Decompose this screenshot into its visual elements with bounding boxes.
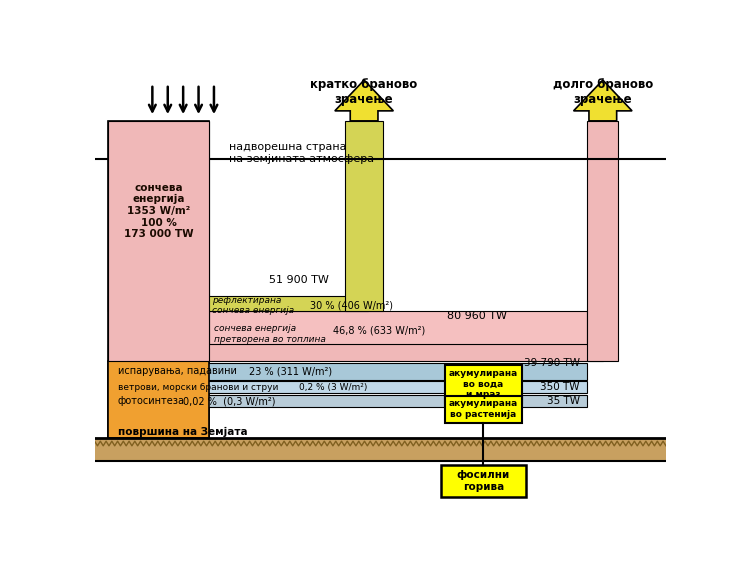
Bar [445,396,522,423]
Bar [445,365,522,404]
Text: акумулирана
во растенија: акумулирана во растенија [449,399,518,419]
Text: долго браново
зрачење: долго браново зрачење [553,78,653,106]
Text: 0,2 % (3 W/m²): 0,2 % (3 W/m²) [298,383,367,392]
Text: 23 % (311 W/m²): 23 % (311 W/m²) [249,366,332,376]
Text: акумулирана
во вода
и мраз: акумулирана во вода и мраз [449,369,518,399]
Text: кратко браново
зрачење: кратко браново зрачење [310,78,418,106]
Text: сончева
енергија
1353 W/m²
100 %
173 000 TW: сончева енергија 1353 W/m² 100 % 173 000… [124,183,194,239]
Text: 46,8 % (633 W/m²): 46,8 % (633 W/m²) [333,325,426,335]
Text: 35 TW: 35 TW [547,396,580,406]
Bar [108,361,209,438]
Text: 51 900 TW: 51 900 TW [269,275,329,286]
Polygon shape [574,80,632,121]
Bar [108,121,209,311]
Text: површина на Земјата: површина на Земјата [118,427,247,437]
Polygon shape [335,80,393,121]
Bar [588,121,618,361]
Bar [345,121,384,311]
Text: ветрови, морски бранови и струи: ветрови, морски бранови и струи [118,383,278,392]
Text: надворешна страна
на земјината атмосфера: надворешна страна на земјината атмосфера [229,142,375,164]
Text: фотосинтеза: фотосинтеза [118,396,185,406]
Bar [108,121,209,361]
Text: 30 % (406 W/m²): 30 % (406 W/m²) [310,301,393,311]
Text: 0,02 %  (0,3 W/m²): 0,02 % (0,3 W/m²) [183,396,276,406]
Bar [108,296,368,311]
Bar [108,381,588,393]
Text: фосилни
горива: фосилни горива [457,471,510,492]
Text: 80 960 TW: 80 960 TW [447,311,507,321]
Text: 350 TW: 350 TW [540,381,580,392]
Bar [108,344,603,361]
Text: рефлектирана
сончева енергија: рефлектирана сончева енергија [212,296,295,315]
Bar [108,363,588,380]
Bar [441,465,526,497]
Bar [108,395,588,407]
Text: испарувања, падавини: испарувања, падавини [118,366,237,376]
Bar [108,121,209,438]
Text: сончева енергија
претворена во топлина: сончева енергија претворена во топлина [214,324,326,344]
Bar [209,311,588,345]
Text: 39 790 TW: 39 790 TW [524,357,580,368]
Bar [95,438,666,461]
